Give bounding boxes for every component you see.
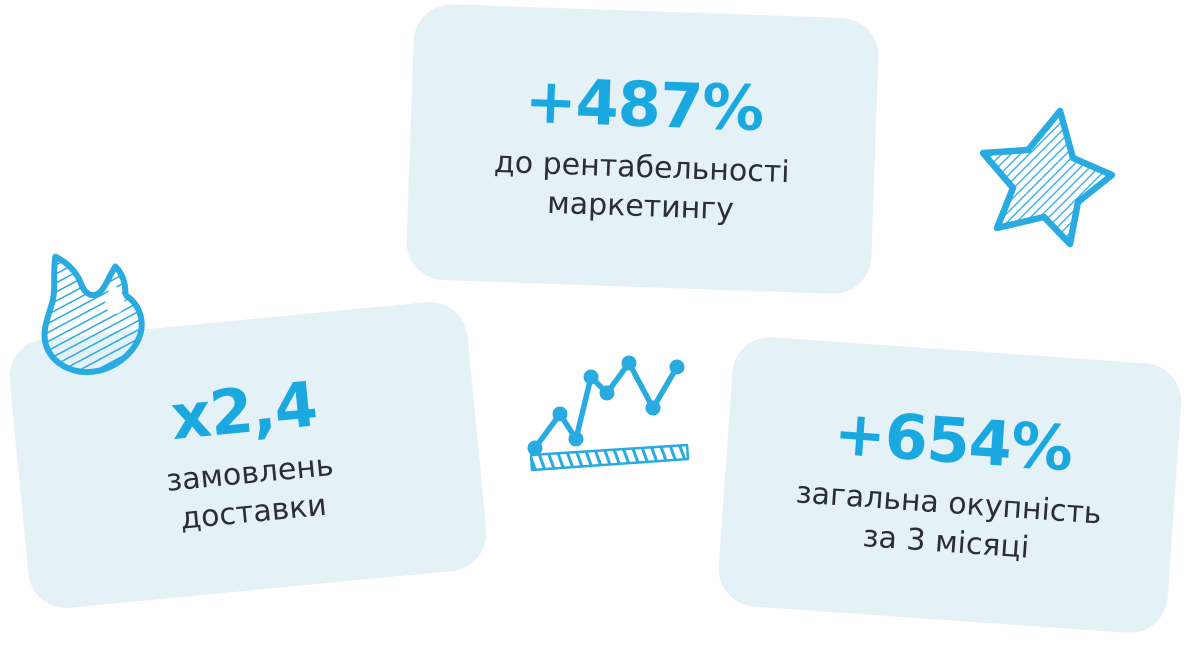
chart-points (527, 355, 685, 456)
star-outline (979, 107, 1116, 248)
stat-card-marketing-roi: +487% до рентабельності маркетингу (405, 2, 880, 296)
flame-doodle-icon (41, 253, 145, 375)
stat-card-total-payback: +654% загальна окупність за 3 місяці (716, 334, 1184, 636)
line-chart-doodle-icon (527, 355, 690, 472)
stat-value-marketing-roi: +487% (523, 64, 765, 146)
flame-outline (41, 253, 145, 375)
stat-label-delivery-orders: замовлень доставки (164, 446, 339, 540)
flame-inner-hole (105, 282, 125, 314)
stat-value-delivery-orders: x2,4 (167, 367, 320, 455)
stat-value-total-payback: +654% (831, 396, 1075, 486)
stat-label-total-payback: загальна окупність за 3 місяці (792, 473, 1103, 572)
chart-baseline-bar (529, 443, 690, 472)
stat-label-marketing-roi: до рентабельності маркетингу (492, 142, 790, 230)
star-doodle-icon (979, 107, 1116, 248)
